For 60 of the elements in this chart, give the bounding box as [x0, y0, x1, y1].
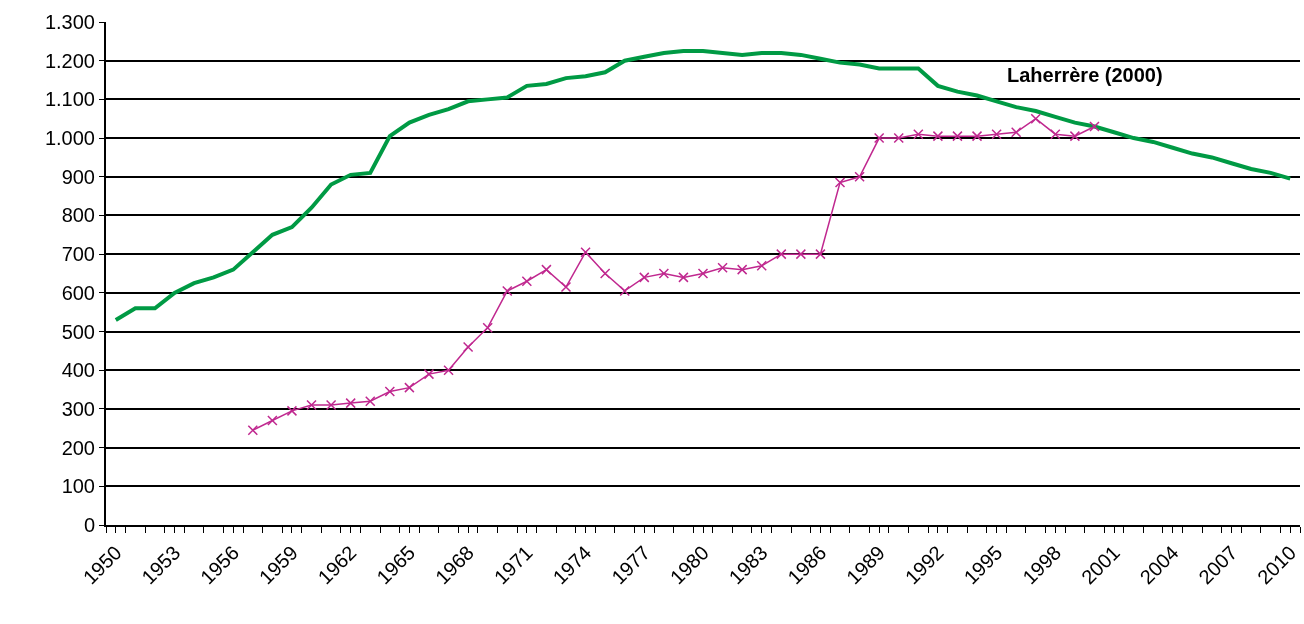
point [580, 246, 591, 258]
point [717, 262, 728, 273]
point [795, 248, 807, 260]
point [913, 128, 924, 140]
point [815, 248, 826, 260]
point [443, 364, 454, 376]
y-tick-label: 1.000 [44, 127, 95, 150]
point [776, 248, 787, 260]
point [345, 397, 356, 409]
y-tick-label: 500 [61, 320, 95, 343]
point [932, 130, 944, 142]
series-label: Laherrère (2000) [1007, 64, 1163, 86]
point [502, 285, 513, 297]
y-tick-label: 600 [61, 281, 95, 304]
point [325, 399, 337, 411]
point [541, 264, 552, 275]
y-tick-label: 0 [83, 514, 95, 536]
point [893, 132, 904, 144]
point [658, 268, 670, 279]
point [560, 281, 572, 293]
y-tick-label: 400 [61, 359, 95, 382]
point [991, 128, 1002, 140]
y-tick-label: 200 [61, 436, 95, 459]
point [1030, 113, 1041, 124]
y-tick-label: 100 [61, 475, 95, 498]
point [736, 264, 748, 275]
point [854, 171, 865, 183]
point [482, 322, 493, 333]
y-tick-label: 1.300 [44, 11, 95, 33]
y-tick-label: 900 [61, 165, 95, 188]
point [247, 424, 259, 436]
point [697, 268, 709, 279]
point [599, 268, 611, 279]
y-tick-label: 1.200 [44, 49, 95, 72]
point [834, 177, 846, 188]
point [1089, 121, 1100, 132]
line-series [113, 49, 1293, 322]
point [756, 260, 767, 272]
point [423, 368, 435, 380]
point [971, 130, 983, 142]
y-tick-label: 1.100 [44, 88, 95, 111]
point [306, 399, 317, 411]
point [952, 130, 963, 142]
point [619, 285, 630, 297]
point [286, 405, 298, 417]
point [1010, 127, 1022, 138]
point [365, 395, 376, 407]
point [873, 132, 885, 144]
y-tick-label: 700 [61, 243, 95, 266]
y-tick-label: 800 [61, 204, 95, 227]
point [462, 341, 474, 353]
point [404, 382, 415, 393]
point [267, 415, 278, 426]
y-tick-label: 300 [61, 397, 95, 420]
point [1069, 130, 1081, 142]
point [678, 272, 689, 283]
point [384, 386, 396, 397]
point [1050, 128, 1061, 140]
point [521, 275, 533, 287]
point [639, 272, 650, 283]
